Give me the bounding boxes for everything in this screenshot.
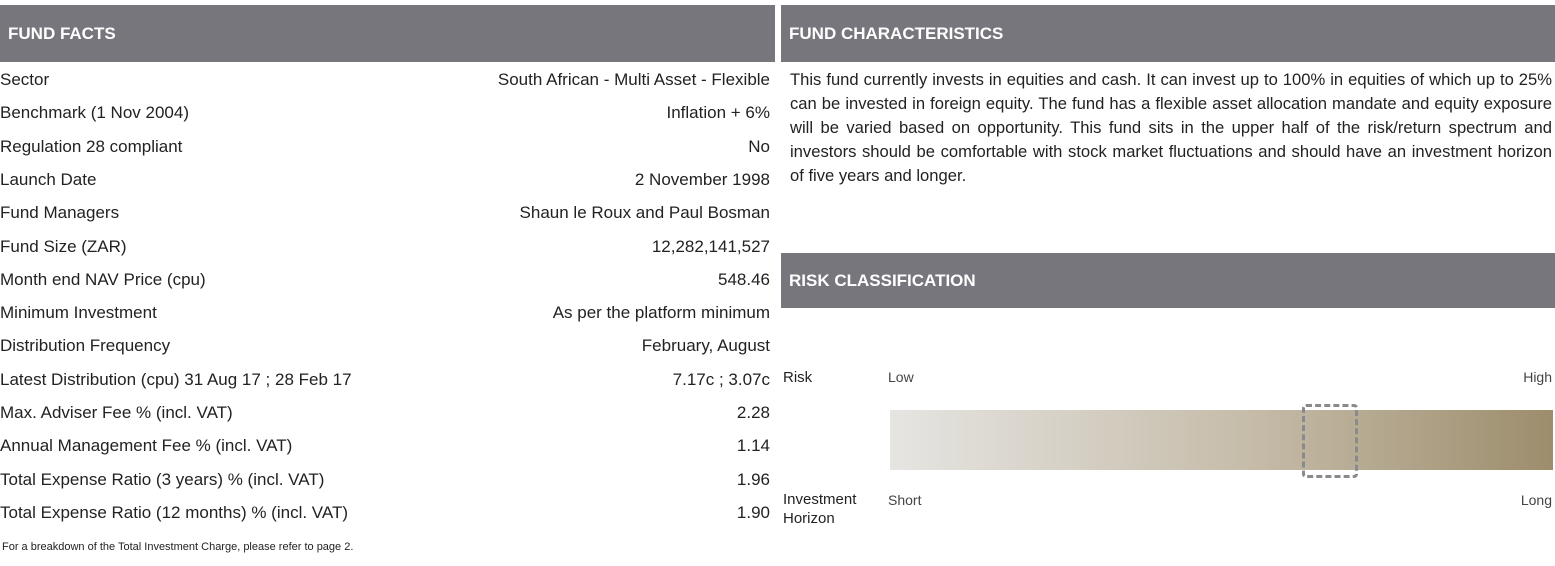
fact-row: Fund Managers Shaun le Roux and Paul Bosm…: [0, 200, 770, 226]
fact-row: Annual Management Fee % (incl. VAT) 1.14: [0, 433, 770, 459]
low-label: Low: [888, 369, 914, 385]
fact-row: Latest Distribution (cpu) 31 Aug 17 ; 28…: [0, 367, 770, 393]
fact-value: No: [748, 136, 770, 156]
fact-row: Launch Date 2 November 1998: [0, 167, 770, 193]
fact-value: As per the platform minimum: [552, 303, 770, 323]
long-label: Long: [1520, 492, 1552, 508]
fact-value: February, August: [641, 336, 770, 356]
fact-value: 12,282,141,527: [651, 236, 770, 256]
fact-value: 7.17c ; 3.07c: [672, 369, 770, 389]
fact-label: Fund Managers: [0, 203, 120, 223]
risk-label: Risk: [783, 369, 813, 386]
fact-label: Fund Size (ZAR): [0, 236, 127, 256]
fact-row: Total Expense Ratio (3 years) % (incl. V…: [0, 467, 770, 493]
fact-label: Total Expense Ratio (12 months) % (incl.…: [0, 502, 349, 522]
characteristics-header: FUND CHARACTERISTICS: [781, 5, 1555, 62]
fact-label: Month end NAV Price (cpu): [0, 269, 206, 289]
fact-row: Regulation 28 compliant No: [0, 134, 770, 160]
fact-row: Distribution Frequency February, August: [0, 333, 770, 359]
fact-row: Sector South African - Multi Asset - Flex…: [0, 67, 770, 93]
short-label: Short: [888, 492, 922, 508]
characteristics-text: This fund currently invests in equities …: [790, 70, 1552, 185]
fact-label: Max. Adviser Fee % (incl. VAT): [0, 403, 233, 422]
fact-row: Max. Adviser Fee % (incl. VAT) 2.28: [0, 400, 770, 426]
risk-gradient: [890, 410, 1553, 470]
fact-label: Minimum Investment: [0, 303, 157, 323]
horizon-label: Investment Horizon: [783, 491, 857, 527]
risk-marker: [1302, 404, 1358, 478]
fact-label: Sector: [0, 70, 50, 89]
fact-value: 2.28: [736, 403, 770, 422]
fact-value: 1.96: [736, 469, 770, 489]
fund-facts-header: FUND FACTS: [0, 5, 775, 62]
fact-row: Month end NAV Price (cpu) 548.46: [0, 267, 770, 293]
fact-row: Total Expense Ratio (12 months) % (incl.…: [0, 500, 770, 526]
fact-label: Latest Distribution (cpu) 31 Aug 17 ; 28…: [0, 369, 352, 389]
fact-value: Shaun le Roux and Paul Bosman: [519, 203, 770, 223]
fact-row: Minimum Investment As per the platform mi…: [0, 300, 770, 326]
fact-value: Inflation + 6%: [666, 103, 771, 123]
risk-header: RISK CLASSIFICATION: [781, 253, 1555, 308]
fact-value: 1.14: [736, 436, 770, 456]
fact-label: Distribution Frequency: [0, 336, 171, 356]
footnote: For a breakdown of the Total Investment …: [2, 541, 354, 553]
fact-row: Benchmark (1 Nov 2004) Inflation + 6%: [0, 100, 770, 126]
fact-label: Total Expense Ratio (3 years) % (incl. V…: [0, 469, 325, 489]
fact-value: South African - Multi Asset - Flexible: [497, 70, 770, 89]
fact-label: Launch Date: [0, 169, 97, 189]
high-label: High: [1523, 369, 1552, 385]
fact-value: 1.90: [736, 502, 770, 522]
fact-label: Regulation 28 compliant: [0, 136, 183, 156]
fact-row: Fund Size (ZAR) 12,282,141,527: [0, 234, 770, 260]
fact-value: 2 November 1998: [634, 169, 770, 189]
fact-label: Annual Management Fee % (incl. VAT): [0, 436, 293, 456]
fact-label: Benchmark (1 Nov 2004): [0, 103, 189, 123]
fact-value: 548.46: [718, 269, 770, 289]
